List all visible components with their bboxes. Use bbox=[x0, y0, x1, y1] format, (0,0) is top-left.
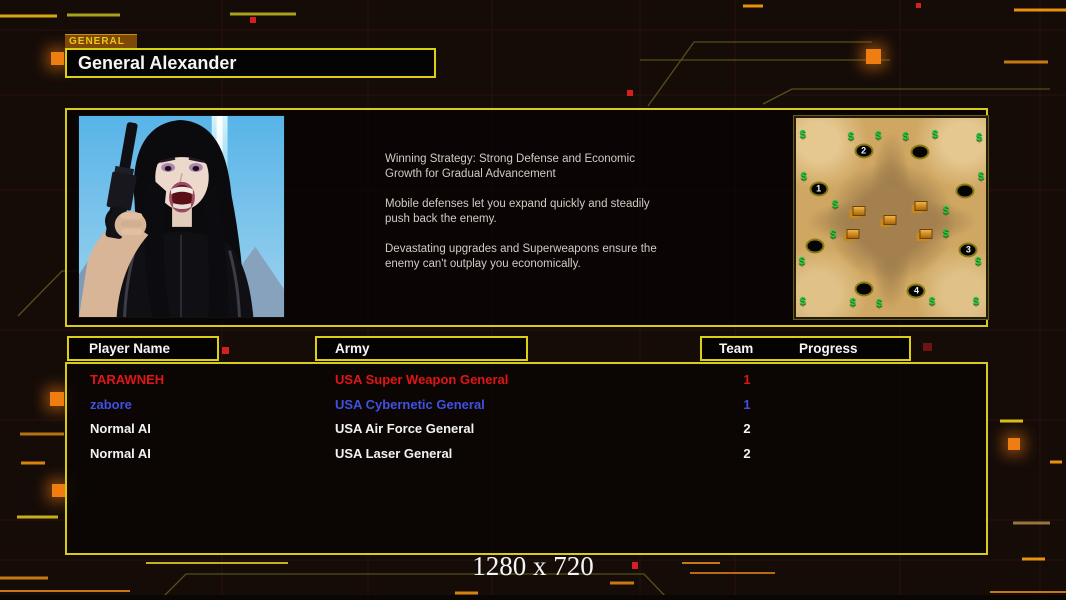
player-army: USA Super Weapon General bbox=[335, 372, 509, 387]
player-team: 1 bbox=[743, 372, 751, 387]
supply-dock-marker: $ bbox=[973, 295, 980, 308]
decor-red-square bbox=[627, 90, 633, 96]
supply-dock-marker: $ bbox=[800, 170, 807, 183]
decor-orange-square bbox=[866, 49, 881, 64]
decor-orange-square bbox=[51, 52, 64, 65]
column-header-player-name: Player Name bbox=[67, 336, 219, 361]
player-team: 2 bbox=[743, 421, 751, 436]
player-name: TARAWNEH bbox=[90, 372, 165, 387]
player-name: Normal AI bbox=[90, 445, 151, 461]
player-row: TARAWNEH USA Super Weapon General 1 bbox=[67, 368, 986, 393]
player-army: USA Cybernetic General bbox=[335, 396, 485, 412]
start-position-marker bbox=[854, 281, 874, 297]
supply-dock-marker: $ bbox=[977, 170, 985, 183]
player-army: USA Air Force General bbox=[335, 421, 475, 436]
general-tab-label: GENERAL bbox=[65, 34, 137, 48]
building-marker bbox=[919, 229, 933, 240]
start-position-marker bbox=[910, 144, 929, 160]
supply-dock-marker: $ bbox=[799, 128, 806, 141]
building-marker bbox=[852, 206, 866, 217]
player-row: Normal AI USA Air Force General 2 bbox=[67, 417, 986, 442]
supply-dock-marker: $ bbox=[975, 255, 982, 268]
supply-dock-marker: $ bbox=[928, 295, 936, 308]
player-army: USA Laser General bbox=[335, 445, 453, 461]
player-team: 2 bbox=[743, 445, 751, 461]
supply-dock-marker: $ bbox=[830, 228, 837, 241]
start-position-marker: 4 bbox=[906, 283, 926, 299]
minimap: $ $ $ $ $ $ $ $ $ $ $ $ $ $ $ $ $ $ $2 1 3 4 bbox=[793, 115, 989, 320]
start-position-marker: 3 bbox=[958, 242, 978, 258]
strategy-description: Winning Strategy: Strong Defense and Eco… bbox=[385, 152, 715, 287]
general-portrait bbox=[78, 115, 285, 318]
player-list-panel: TARAWNEH USA Super Weapon General 1 zabo… bbox=[65, 362, 988, 555]
supply-dock-marker: $ bbox=[942, 204, 949, 217]
building-marker bbox=[846, 229, 860, 240]
decor-red-square bbox=[916, 3, 921, 8]
player-name: Normal AI bbox=[90, 421, 151, 436]
supply-dock-marker: $ bbox=[876, 297, 883, 310]
player-team: 1 bbox=[743, 396, 751, 412]
strategy-paragraph: Devastating upgrades and Superweapons en… bbox=[385, 243, 657, 270]
building-marker bbox=[914, 201, 928, 212]
supply-dock-marker: $ bbox=[942, 227, 949, 240]
decor-red-square bbox=[632, 562, 638, 569]
resolution-text: 1280 x 720 bbox=[472, 551, 594, 581]
supply-dock-marker: $ bbox=[902, 130, 909, 142]
portrait-artwork bbox=[79, 116, 284, 318]
strategy-paragraph: Mobile defenses let you expand quickly a… bbox=[385, 198, 650, 225]
column-header-army: Army bbox=[315, 336, 528, 361]
supply-dock-marker: $ bbox=[976, 131, 983, 144]
start-position-marker: 2 bbox=[854, 143, 874, 159]
decor-red-square bbox=[222, 347, 229, 354]
player-rows: TARAWNEH USA Super Weapon General 1 zabo… bbox=[67, 364, 986, 466]
building-marker bbox=[883, 214, 897, 225]
supply-dock-marker: $ bbox=[799, 295, 806, 308]
decor-red-square bbox=[250, 17, 256, 23]
general-name-title: General Alexander bbox=[65, 48, 436, 78]
column-header-team: Team bbox=[719, 341, 754, 356]
column-header-team-progress: Team Progress bbox=[700, 336, 911, 361]
supply-dock-marker: $ bbox=[798, 255, 805, 268]
decor-orange-square bbox=[1008, 438, 1020, 450]
supply-dock-marker: $ bbox=[849, 296, 856, 309]
decor-orange-square bbox=[50, 392, 64, 406]
supply-dock-marker: $ bbox=[932, 128, 939, 141]
strategy-paragraph: Winning Strategy: Strong Defense and Eco… bbox=[385, 153, 635, 180]
player-row: Normal AI USA Laser General 2 bbox=[67, 442, 986, 467]
supply-dock-marker: $ bbox=[875, 129, 882, 141]
start-position-marker bbox=[805, 238, 825, 254]
decor-red-square bbox=[923, 343, 932, 351]
decor-orange-square bbox=[52, 484, 65, 497]
column-header-progress: Progress bbox=[799, 341, 858, 356]
supply-dock-marker: $ bbox=[832, 198, 839, 211]
start-position-marker bbox=[955, 183, 975, 199]
supply-dock-marker: $ bbox=[847, 130, 854, 142]
start-position-marker: 1 bbox=[809, 181, 829, 197]
player-name: zabore bbox=[90, 396, 132, 412]
player-row: zabore USA Cybernetic General 1 bbox=[67, 393, 986, 418]
